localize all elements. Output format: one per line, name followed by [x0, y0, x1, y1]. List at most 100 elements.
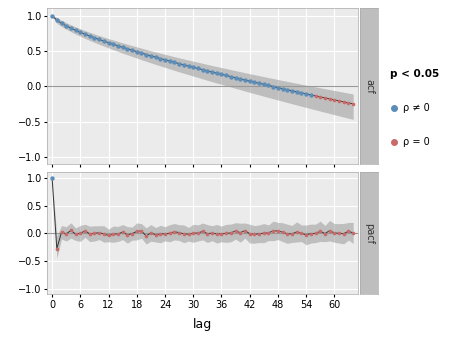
Point: [255, 231, 263, 237]
Point: [222, 73, 230, 78]
Point: [349, 101, 357, 106]
Point: [114, 231, 122, 237]
Point: [232, 228, 239, 234]
Point: [180, 62, 188, 68]
Point: [321, 95, 329, 101]
Point: [241, 77, 249, 83]
Point: [76, 231, 84, 236]
Point: [72, 27, 80, 33]
Point: [161, 231, 169, 237]
Point: [218, 72, 225, 77]
Point: [349, 230, 357, 236]
Point: [128, 231, 136, 236]
Point: [86, 33, 93, 39]
Point: [335, 231, 343, 236]
Point: [321, 231, 329, 236]
Point: [199, 67, 207, 72]
Point: [227, 74, 235, 79]
Point: [213, 231, 220, 237]
Point: [119, 45, 127, 50]
Point: [180, 231, 188, 237]
Point: [317, 94, 324, 100]
Point: [293, 229, 301, 235]
Point: [203, 68, 211, 74]
Point: [227, 230, 235, 236]
Point: [260, 82, 268, 87]
Point: [330, 97, 338, 103]
Point: [156, 231, 164, 237]
Point: [119, 230, 127, 235]
Point: [63, 231, 70, 237]
Point: [58, 230, 65, 235]
Point: [340, 99, 347, 104]
Point: [288, 88, 296, 94]
Point: [53, 18, 61, 23]
Point: [185, 63, 192, 69]
Point: [345, 100, 352, 105]
Point: [81, 31, 89, 37]
Point: [302, 232, 310, 238]
Point: [345, 228, 352, 234]
Point: [237, 230, 244, 235]
Point: [124, 232, 131, 238]
Point: [269, 228, 277, 234]
Text: p < 0.05: p < 0.05: [390, 69, 439, 79]
Point: [171, 59, 178, 65]
Point: [264, 230, 272, 236]
Point: [246, 231, 254, 236]
Point: [81, 228, 89, 234]
Point: [100, 39, 108, 44]
Point: [194, 66, 202, 71]
Point: [190, 65, 197, 70]
Point: [72, 232, 80, 237]
Point: [283, 231, 291, 237]
Point: [312, 231, 319, 236]
Point: [208, 231, 216, 236]
Point: [109, 42, 117, 47]
Point: [269, 84, 277, 89]
Point: [133, 229, 141, 234]
Text: pacf: pacf: [364, 223, 374, 244]
Point: [142, 52, 150, 57]
Point: [194, 230, 202, 236]
Point: [166, 231, 173, 236]
Point: [100, 231, 108, 237]
Point: [91, 231, 98, 236]
Point: [264, 83, 272, 88]
Point: [330, 230, 338, 236]
Point: [288, 231, 296, 237]
Text: acf: acf: [364, 79, 374, 94]
Point: [246, 78, 254, 84]
Point: [67, 228, 75, 233]
Point: [53, 246, 61, 251]
Point: [95, 37, 103, 42]
Point: [335, 98, 343, 104]
Point: [317, 228, 324, 234]
Point: [63, 23, 70, 28]
Point: [142, 233, 150, 239]
Point: [326, 96, 333, 102]
Point: [255, 80, 263, 86]
Point: [293, 89, 301, 95]
Point: [241, 228, 249, 233]
Point: [161, 57, 169, 63]
Point: [133, 49, 141, 54]
Point: [279, 230, 286, 235]
Point: [175, 230, 183, 235]
Point: [48, 175, 56, 180]
Point: [190, 231, 197, 236]
Point: [260, 231, 268, 236]
Point: [67, 25, 75, 31]
Point: [114, 43, 122, 49]
Point: [251, 79, 258, 85]
Point: [152, 54, 159, 60]
Point: [307, 231, 315, 236]
Point: [156, 56, 164, 61]
Text: ρ ≠ 0: ρ ≠ 0: [403, 103, 430, 113]
Point: [105, 40, 112, 45]
Point: [128, 48, 136, 53]
Point: [326, 228, 333, 233]
Point: [147, 230, 155, 236]
Point: [137, 228, 145, 234]
Point: [340, 231, 347, 236]
